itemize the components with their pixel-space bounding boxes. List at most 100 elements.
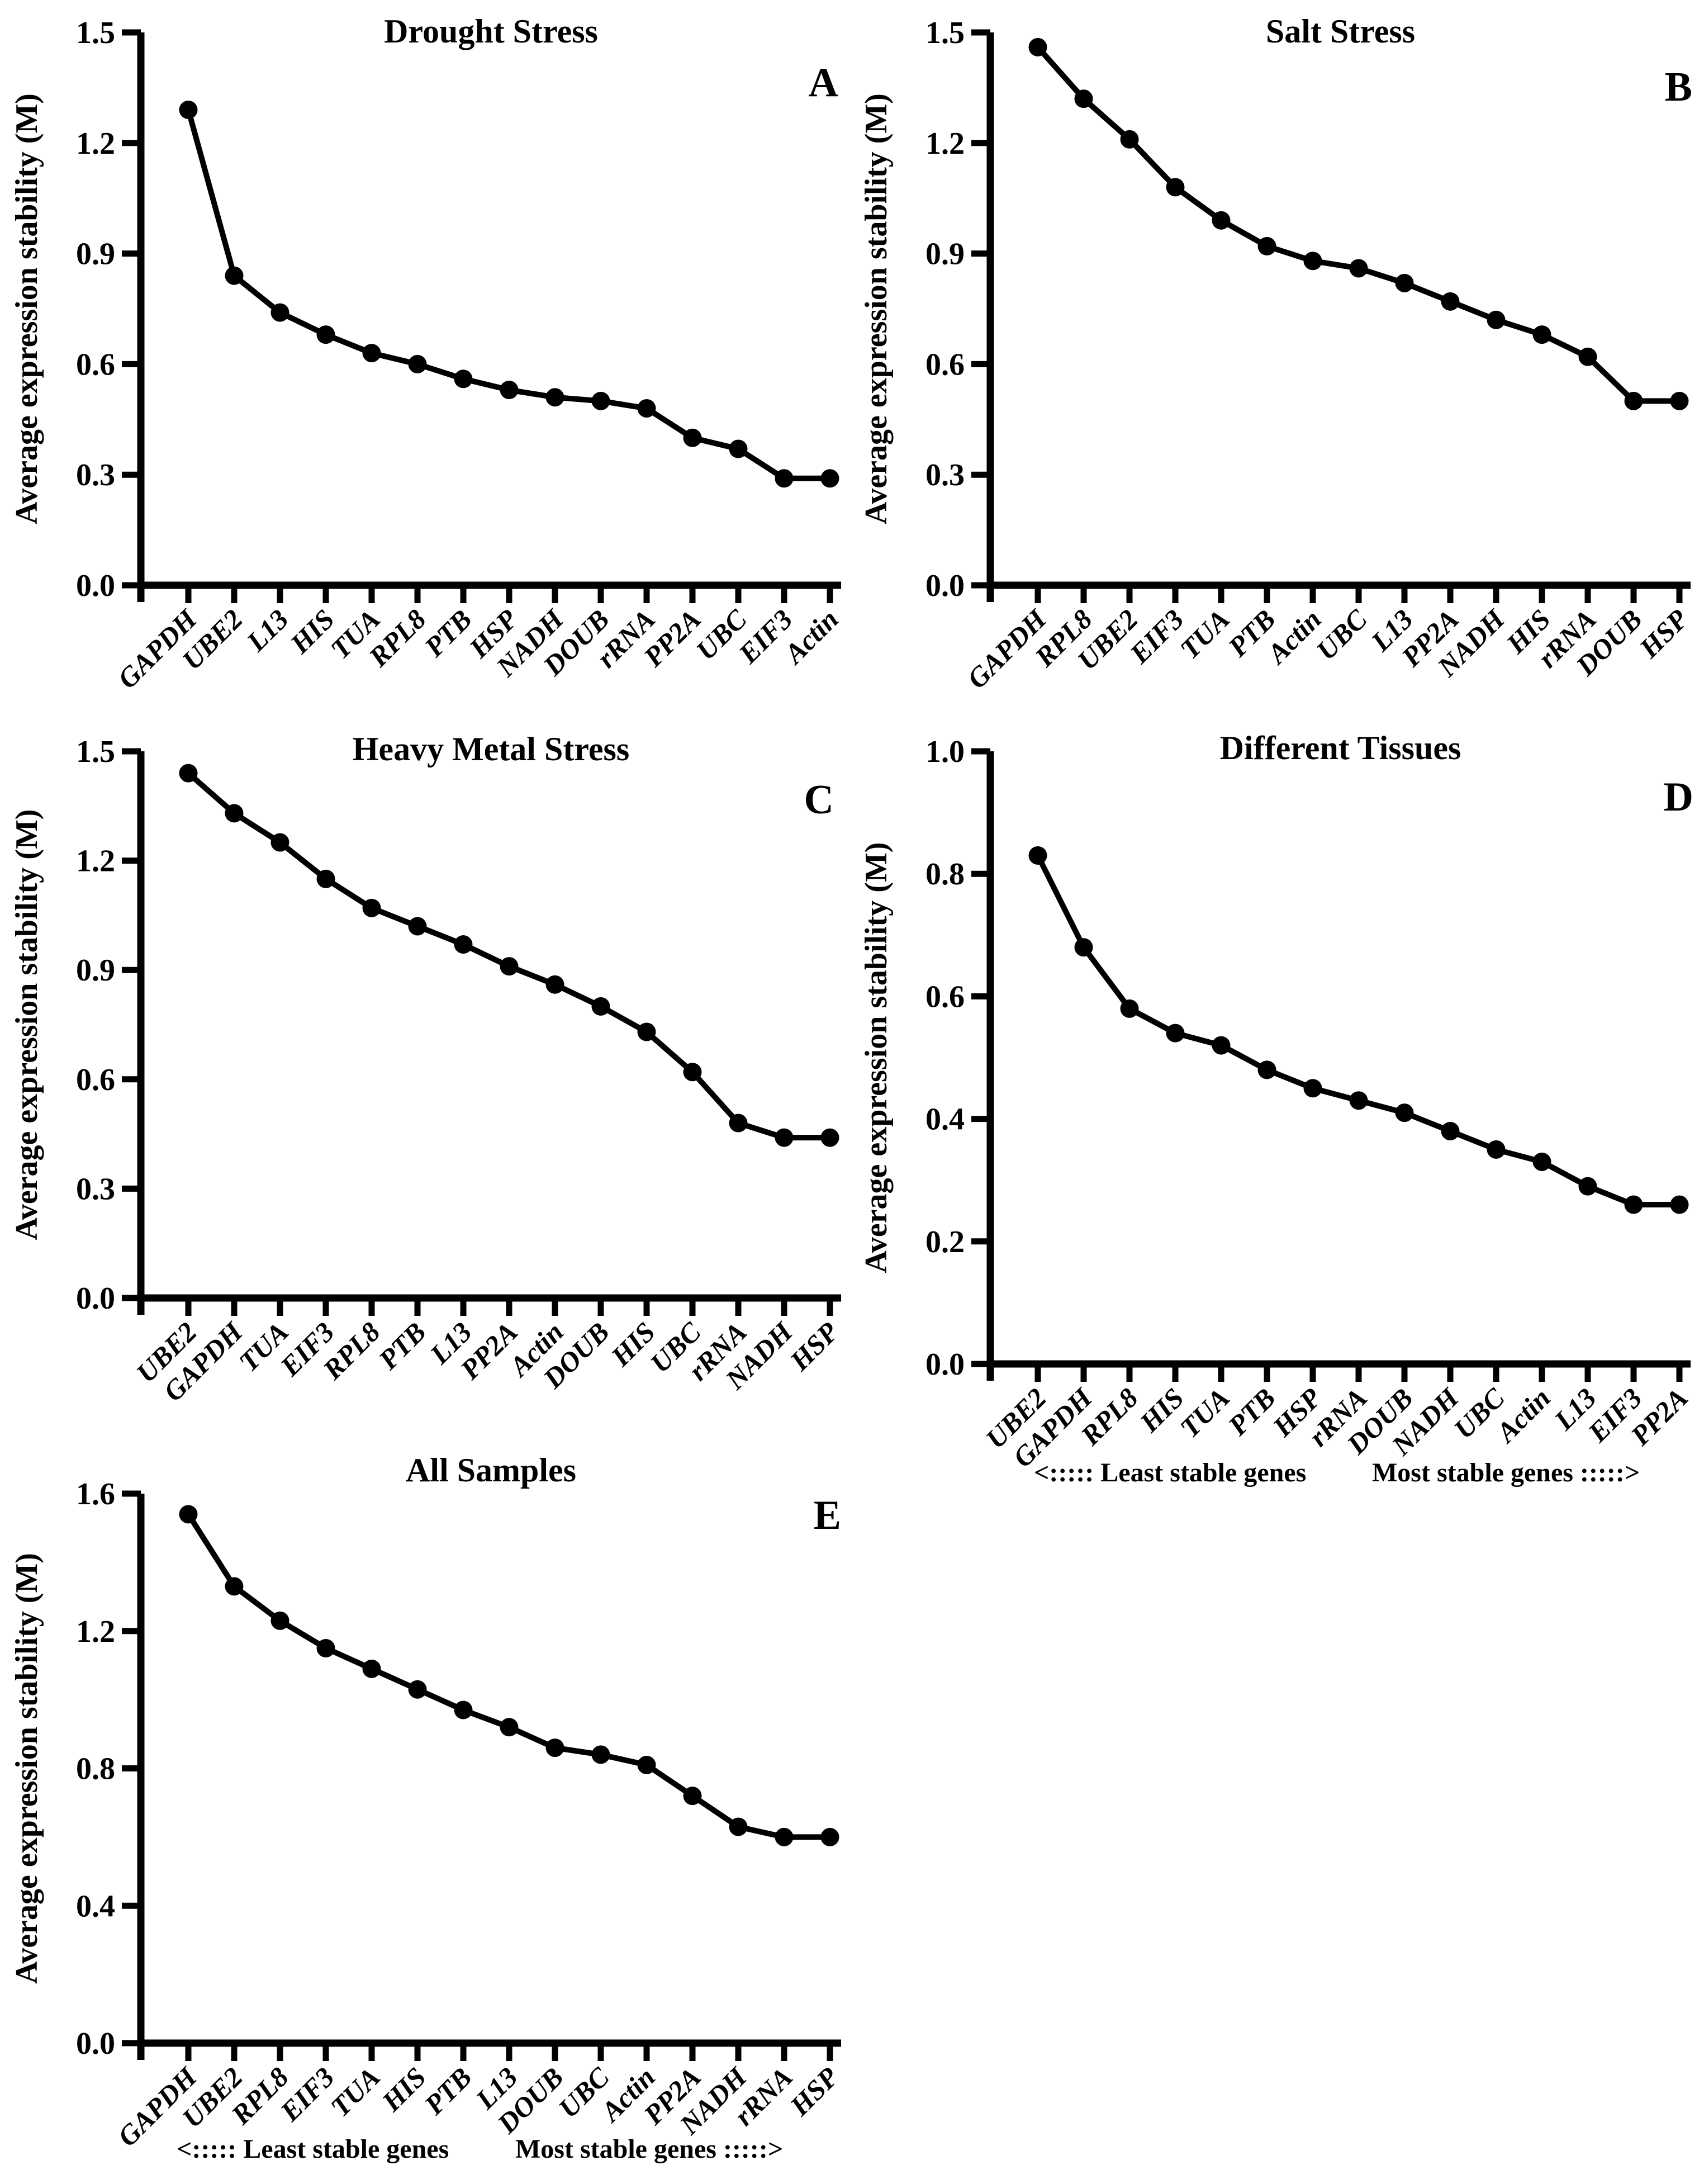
- data-point: [1120, 130, 1139, 149]
- data-point: [270, 1611, 289, 1630]
- data-point: [454, 369, 473, 389]
- y-axis-label: Average expression stability (M): [859, 842, 894, 1273]
- data-series-line: [1035, 852, 1682, 1208]
- data-point: [1487, 310, 1506, 329]
- data-point: [1349, 1091, 1368, 1110]
- data-point: [1074, 89, 1093, 108]
- data-point: [729, 1817, 748, 1836]
- panel-e-all-samples-chart: 0.00.40.81.21.6GAPDHUBE2RPL8EIF3TUAHISPT…: [10, 1452, 844, 2164]
- y-tick-label: 0.8: [76, 1752, 115, 1787]
- y-tick-label: 0.0: [925, 568, 965, 603]
- data-point: [591, 391, 610, 410]
- y-tick-label: 1.2: [76, 1614, 115, 1649]
- data-point: [1028, 846, 1047, 865]
- y-tick-label: 0.6: [925, 979, 965, 1014]
- y-tick-label: 1.2: [925, 126, 965, 161]
- data-point: [454, 935, 473, 954]
- y-tick-label: 1.5: [76, 16, 115, 50]
- y-tick-label: 1.5: [76, 735, 115, 769]
- data-point: [1441, 1122, 1460, 1141]
- data-point: [1257, 1060, 1276, 1079]
- data-point: [500, 957, 519, 976]
- stability-direction-footer: <::::: Least stable genes Most stable gen…: [1034, 1458, 1640, 1487]
- data-point: [545, 388, 564, 407]
- data-point: [1395, 273, 1414, 292]
- chart-title: All Samples: [406, 1452, 576, 1489]
- chart-title: Drought Stress: [384, 13, 598, 50]
- data-point: [179, 1505, 198, 1524]
- panel-c-heavy-metal-stress-chart: 0.00.30.60.91.21.5UBE2GAPDHTUAEIF3RPL8PT…: [10, 731, 844, 1408]
- y-tick-label: 0.9: [76, 953, 115, 988]
- data-point: [820, 1128, 839, 1147]
- data-point: [683, 1063, 702, 1082]
- y-tick-label: 0.8: [925, 857, 965, 892]
- data-point: [316, 869, 335, 888]
- data-point: [683, 428, 702, 447]
- x-tick-label-gene: HIS: [1133, 1382, 1190, 1438]
- data-point: [1166, 1024, 1185, 1043]
- panel-letter: B: [1665, 64, 1692, 110]
- y-tick-label: 1.2: [76, 844, 115, 879]
- y-tick-label: 0.6: [76, 1063, 115, 1097]
- y-tick-label: 0.3: [76, 458, 115, 492]
- y-tick-label: 0.3: [76, 1172, 115, 1206]
- data-point: [591, 997, 610, 1016]
- panel-b-salt-stress-chart: 0.00.30.60.91.21.5GAPDHRPL8UBE2EIF3TUAPT…: [859, 13, 1694, 695]
- panel-d-different-tissues-chart: 0.00.20.40.60.81.0UBE2GAPDHRPL8HISTUAPTB…: [859, 729, 1694, 1487]
- chart-title: Different Tissues: [1220, 729, 1461, 766]
- data-point: [1578, 1177, 1597, 1196]
- y-tick-label: 0.6: [76, 347, 115, 382]
- y-tick-label: 0.0: [76, 2026, 115, 2061]
- y-tick-label: 1.0: [925, 735, 965, 769]
- data-point: [775, 469, 794, 488]
- y-tick-label: 1.6: [76, 1477, 115, 1512]
- y-tick-label: 1.5: [925, 16, 965, 50]
- data-point: [820, 469, 839, 488]
- data-point: [1212, 211, 1231, 230]
- data-point: [1028, 37, 1047, 56]
- panel-a-drought-stress-chart: 0.00.30.60.91.21.5GAPDHUBE2L13HISTUARPL8…: [10, 13, 844, 695]
- y-axis-label: Average expression stability (M): [859, 93, 894, 524]
- x-tick-label-gene: HSP: [784, 2061, 844, 2122]
- data-point: [1487, 1140, 1506, 1159]
- data-point: [500, 1718, 519, 1737]
- data-point: [179, 764, 198, 783]
- data-point: [225, 266, 244, 285]
- data-point: [1074, 938, 1093, 957]
- y-tick-label: 0.9: [76, 237, 115, 272]
- data-point: [316, 1638, 335, 1657]
- data-point: [637, 1755, 656, 1774]
- data-point: [545, 1738, 564, 1757]
- data-series-line: [186, 770, 833, 1141]
- panel-letter: E: [814, 1493, 841, 1538]
- y-tick-label: 0.3: [925, 458, 965, 492]
- y-tick-label: 0.6: [925, 347, 965, 382]
- data-point: [1670, 391, 1689, 410]
- y-tick-label: 0.9: [925, 237, 965, 272]
- data-point: [179, 100, 198, 119]
- data-point: [1624, 1195, 1643, 1214]
- y-tick-label: 0.4: [76, 1889, 115, 1924]
- data-point: [1120, 999, 1139, 1018]
- data-point: [362, 898, 381, 917]
- data-point: [225, 804, 244, 823]
- x-tick-label-gene: UBC: [1310, 603, 1373, 666]
- data-point: [362, 1659, 381, 1678]
- panel-letter: D: [1664, 774, 1693, 820]
- x-tick-label-gene: HSP: [784, 1316, 844, 1377]
- data-point: [1303, 1079, 1322, 1098]
- data-point: [729, 439, 748, 458]
- data-point: [1257, 236, 1276, 255]
- data-point: [1395, 1103, 1414, 1122]
- data-point: [775, 1827, 794, 1846]
- x-tick-label-gene: PTB: [1222, 1382, 1281, 1442]
- data-point: [408, 917, 427, 936]
- x-tick-label-gene: HIS: [284, 603, 340, 660]
- x-tick-label-gene: Actin: [1489, 1382, 1556, 1449]
- x-tick-label-gene: L13: [240, 603, 295, 657]
- x-tick-label-gene: PTB: [418, 603, 478, 663]
- data-point: [1532, 325, 1551, 344]
- data-point: [1212, 1036, 1231, 1055]
- data-point: [316, 325, 335, 344]
- x-tick-label-gene: TUA: [1174, 1382, 1235, 1443]
